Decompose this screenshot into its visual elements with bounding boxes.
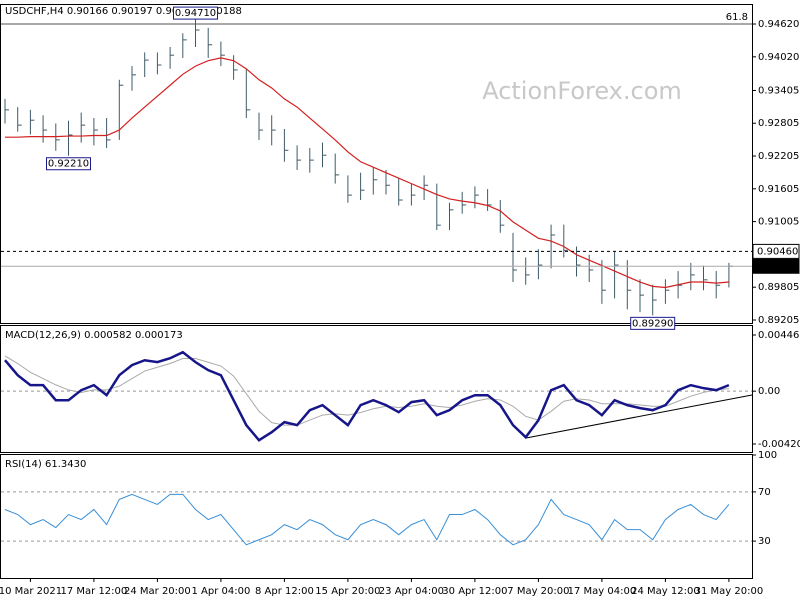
y-tick-label: 100 xyxy=(758,450,777,461)
macd-panel xyxy=(0,325,753,453)
y-tick-label: 0.94620 xyxy=(758,19,799,30)
line-ma xyxy=(5,57,729,289)
macd-title: MACD(12,26,9) 0.000582 0.000173 xyxy=(5,330,183,341)
annotation-box xyxy=(173,6,218,20)
annotation: 0.89290 xyxy=(632,318,673,329)
trendline xyxy=(525,394,753,439)
x-tick-label: 17 Mar 12:00 xyxy=(61,586,128,597)
y-tick-label: 0.92805 xyxy=(758,118,799,129)
y-tick-label: 0.004467 xyxy=(758,330,800,341)
price-label: 0.90188 xyxy=(757,261,798,272)
price-label: 0.90460 xyxy=(757,246,798,257)
y-tick-label: 0.89805 xyxy=(758,282,799,293)
line-macd xyxy=(4,350,730,442)
price-label-box xyxy=(752,243,800,259)
annotation-box xyxy=(46,157,91,171)
annotation: 0.94710 xyxy=(175,8,216,19)
x-tick-label: 8 Apr 12:00 xyxy=(255,586,314,597)
x-tick-label: 1 Apr 04:00 xyxy=(191,586,250,597)
h-line-label: 61.8 xyxy=(726,12,748,23)
x-tick-label: 15 Apr 20:00 xyxy=(315,586,380,597)
x-tick-label: 24 May 12:00 xyxy=(631,586,700,597)
y-tick-label: 0.89205 xyxy=(758,315,799,326)
y-tick-label: 0.91005 xyxy=(758,217,799,228)
rsi-title: RSI(14) 61.3430 xyxy=(5,459,86,470)
chart-title: USDCHF,H4 0.90166 0.90197 0.90139 0.9018… xyxy=(5,6,242,17)
annotation: 0.92210 xyxy=(48,159,89,170)
y-tick-label: 0.93405 xyxy=(758,85,799,96)
x-tick-label: 10 Mar 2021 xyxy=(0,586,62,597)
line-signal xyxy=(4,355,729,426)
x-tick-label: 31 May 20:00 xyxy=(695,586,764,597)
annotation-box xyxy=(630,316,676,330)
y-tick-label: 0.00 xyxy=(758,386,780,397)
y-tick-label: 0.91605 xyxy=(758,184,799,195)
x-tick-label: 23 Apr 04:00 xyxy=(379,586,444,597)
x-tick-label: 30 Apr 12:00 xyxy=(442,586,507,597)
y-tick-label: 0.94020 xyxy=(758,52,799,63)
watermark: ActionForex.com xyxy=(482,77,682,105)
x-tick-label: 7 May 20:00 xyxy=(507,586,569,597)
x-tick-label: 24 Mar 20:00 xyxy=(124,586,191,597)
price-panel xyxy=(0,4,753,324)
y-tick-label: 0.92205 xyxy=(758,151,799,162)
x-tick-label: 17 May 04:00 xyxy=(568,586,637,597)
rsi-panel xyxy=(0,454,753,579)
y-tick-label: 30 xyxy=(758,536,771,547)
line-rsi xyxy=(4,493,730,546)
price-label-box xyxy=(752,258,800,274)
y-tick-label: 70 xyxy=(758,487,771,498)
